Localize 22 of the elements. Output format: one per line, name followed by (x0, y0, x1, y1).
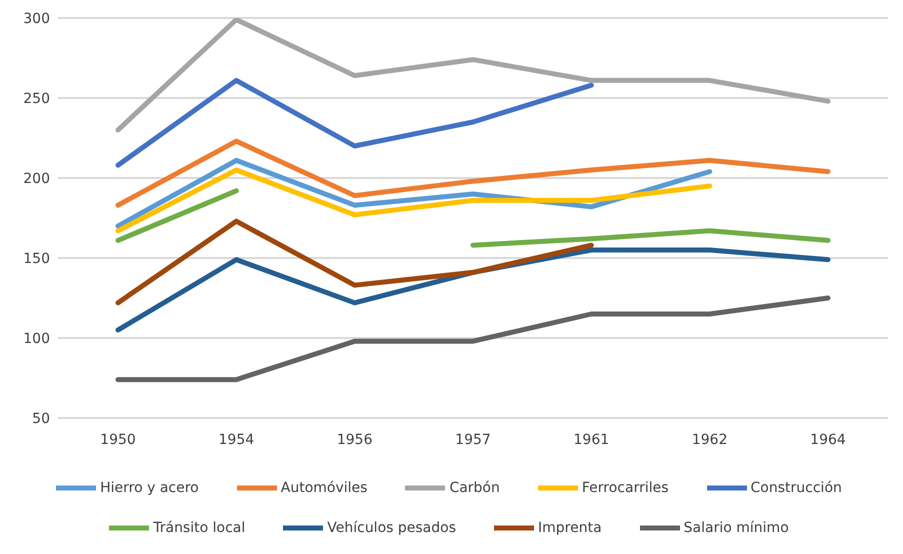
x-tick-label: 1957 (455, 432, 491, 448)
y-tick-label: 50 (32, 410, 50, 427)
y-tick-label: 200 (23, 170, 50, 187)
legend-label: Ferrocarriles (582, 480, 669, 496)
legend-label: Automóviles (280, 480, 368, 496)
y-tick-label: 250 (23, 90, 50, 107)
legend-label: Carbón (449, 480, 500, 496)
legend-label: Imprenta (538, 520, 602, 536)
y-tick-label: 100 (23, 330, 50, 347)
y-tick-label: 300 (23, 10, 50, 27)
legend-label: Salario mínimo (684, 520, 789, 536)
x-tick-label: 1962 (692, 432, 728, 448)
legend-label: Tránsito local (153, 520, 246, 536)
legend-label: Vehículos pesados (327, 520, 456, 536)
x-tick-label: 1950 (100, 432, 136, 448)
x-tick-label: 1956 (336, 432, 373, 448)
legend-label: Hierro y acero (100, 480, 199, 496)
x-tick-label: 1964 (810, 432, 846, 448)
y-tick-label: 150 (23, 250, 50, 267)
x-tick-label: 1961 (574, 432, 610, 448)
legend-label: Construcción (750, 480, 842, 496)
x-tick-label: 1954 (218, 432, 254, 448)
